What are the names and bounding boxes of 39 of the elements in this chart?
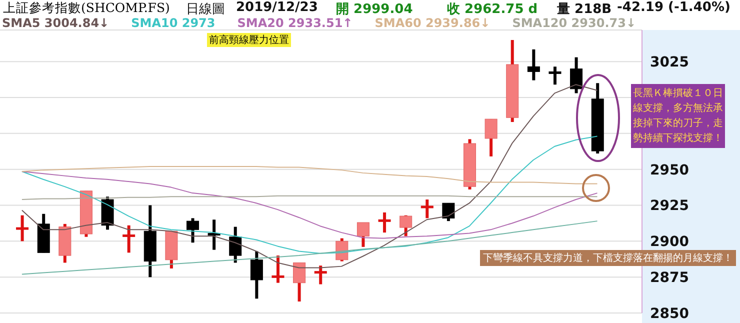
candlestick bbox=[314, 266, 327, 284]
annotation: 前高頸線壓力位置 bbox=[207, 33, 291, 47]
y-tick-label: 3025 bbox=[650, 54, 689, 71]
candlestick bbox=[442, 202, 455, 222]
candlestick bbox=[570, 57, 583, 94]
text: SMA5 3004.84↓ bbox=[2, 16, 110, 30]
candlestick bbox=[122, 225, 136, 253]
candlestick bbox=[16, 215, 29, 242]
text: 收 2962.75 d bbox=[447, 1, 538, 18]
y-tick-label: 2850 bbox=[650, 306, 690, 322]
candlestick bbox=[527, 49, 540, 80]
text: SMA120 2930.73↓ bbox=[512, 16, 636, 30]
candlestick bbox=[229, 226, 242, 263]
annotation: 下彎季線不具支撐力道，下檔支撐落在翻揚的月線支撐！ bbox=[480, 250, 736, 266]
candlestick bbox=[293, 262, 306, 302]
candlestick bbox=[548, 66, 562, 85]
y-tick-label: 2950 bbox=[650, 162, 690, 178]
y-tick-label: 2900 bbox=[650, 234, 690, 250]
chart-title: 上証參考指數(SHCOMP.FS) bbox=[3, 0, 170, 17]
text: 2019/12/23 bbox=[236, 0, 318, 15]
text: 長黑Ｋ棒摜破１０日線支撐，多方無法承接掉下來的刀子，走勢持續下探找支撐！ bbox=[631, 84, 725, 148]
candlestick bbox=[378, 212, 391, 233]
candlestick bbox=[356, 222, 370, 247]
candlestick bbox=[250, 251, 263, 299]
candlestick bbox=[186, 218, 200, 243]
text: 開 2999.04 bbox=[336, 1, 413, 18]
text: SMA10 2973 bbox=[131, 16, 216, 30]
candlestick bbox=[484, 118, 498, 156]
candlestick bbox=[420, 200, 434, 218]
text: -42.19 (-1.40%) bbox=[617, 0, 730, 15]
y-tick-label: 2875 bbox=[650, 270, 689, 286]
candlestick bbox=[272, 256, 284, 283]
y-tick-label: 2925 bbox=[650, 198, 689, 214]
text: SMA60 2939.86↓ bbox=[374, 16, 490, 30]
text: SMA20 2933.51↑ bbox=[237, 16, 353, 30]
candlestick bbox=[208, 220, 220, 250]
candlestick bbox=[400, 215, 412, 236]
text: 量 218B bbox=[557, 1, 612, 18]
text: 日線圖 bbox=[186, 1, 225, 18]
